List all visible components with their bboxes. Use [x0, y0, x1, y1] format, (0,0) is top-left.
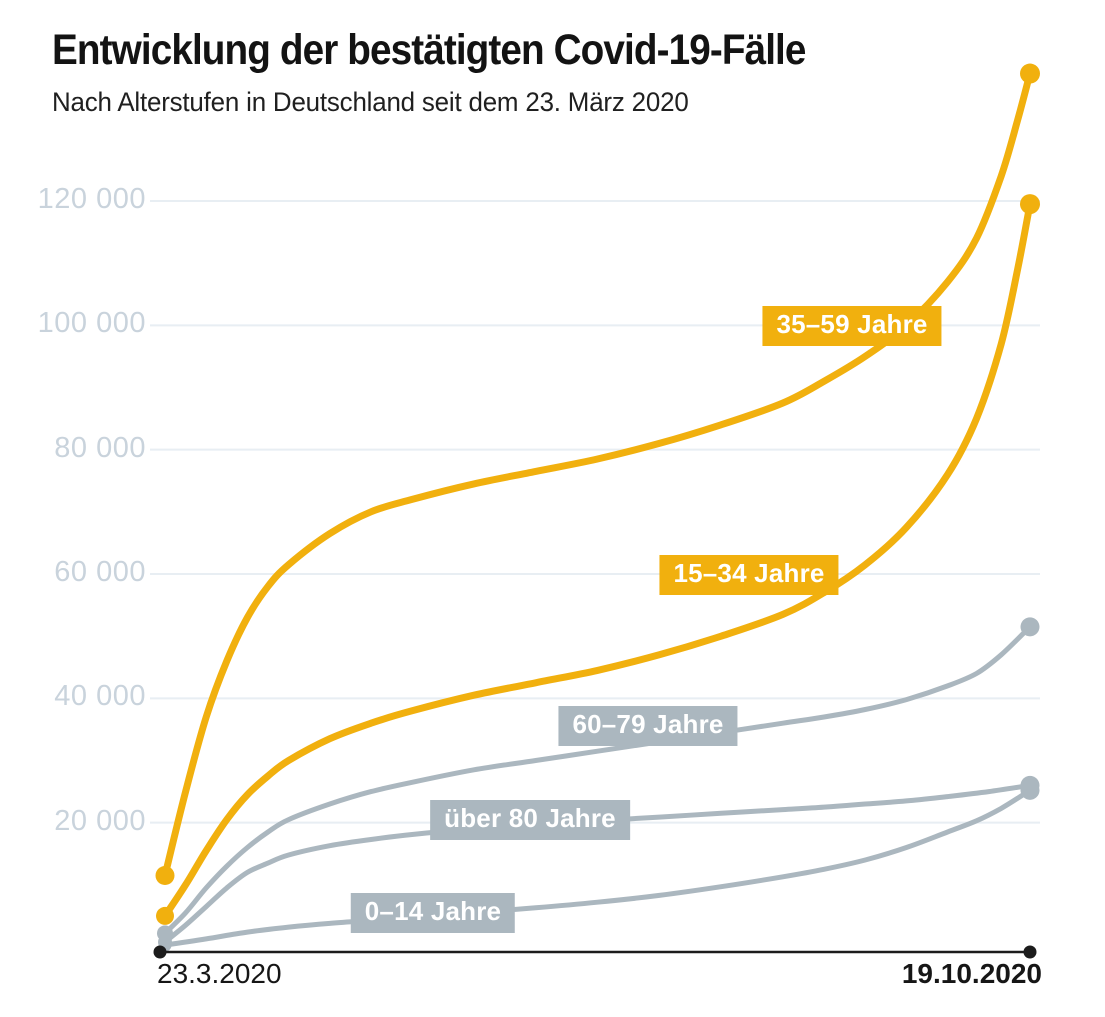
series-end-dot-35–59 Jahre [1020, 63, 1040, 84]
y-axis-tick-label: 40 000 [54, 680, 146, 713]
series-label-chip-60–79 Jahre: 60–79 Jahre [558, 706, 738, 746]
series-label-chip-über 80 Jahre: über 80 Jahre [430, 800, 630, 840]
series-line-35–59 Jahre [161, 70, 1034, 879]
series-start-dot-35–59 Jahre [155, 866, 175, 886]
series-line-15–34 Jahre [161, 200, 1034, 920]
y-axis-tick-label: 120 000 [37, 183, 146, 216]
series-end-dot-15–34 Jahre [1020, 194, 1040, 215]
series-label-chip-35–59 Jahre: 35–59 Jahre [762, 306, 942, 346]
chart-subtitle: Nach Alterstufen in Deutschland seit dem… [52, 87, 689, 117]
y-axis-tick-label: 20 000 [54, 804, 146, 837]
y-axis-tick-label: 100 000 [37, 307, 146, 340]
series-start-dot-60–79 Jahre [157, 925, 173, 942]
x-axis-end-label: 19.10.2020 [901, 958, 1042, 989]
x-axis-end-dot [1023, 945, 1037, 959]
series-end-dot-60–79 Jahre [1020, 617, 1040, 637]
chart-title: Entwicklung der bestätigten Covid-19-Fäl… [52, 26, 806, 74]
series-label-chip-15–34 Jahre: 15–34 Jahre [659, 555, 839, 595]
series-line-0–14 Jahre [162, 787, 1033, 948]
series-label-chip-0–14 Jahre: 0–14 Jahre [350, 893, 516, 933]
series-end-dot-über 80 Jahre [1020, 775, 1040, 795]
y-axis-tick-label: 80 000 [54, 431, 146, 464]
y-axis-tick-label: 60 000 [54, 556, 146, 589]
series-start-dot-15–34 Jahre [156, 906, 174, 925]
x-axis-start-dot [153, 945, 167, 959]
series-line-60–79 Jahre [162, 624, 1033, 936]
x-axis-start-label: 23.3.2020 [157, 958, 282, 989]
